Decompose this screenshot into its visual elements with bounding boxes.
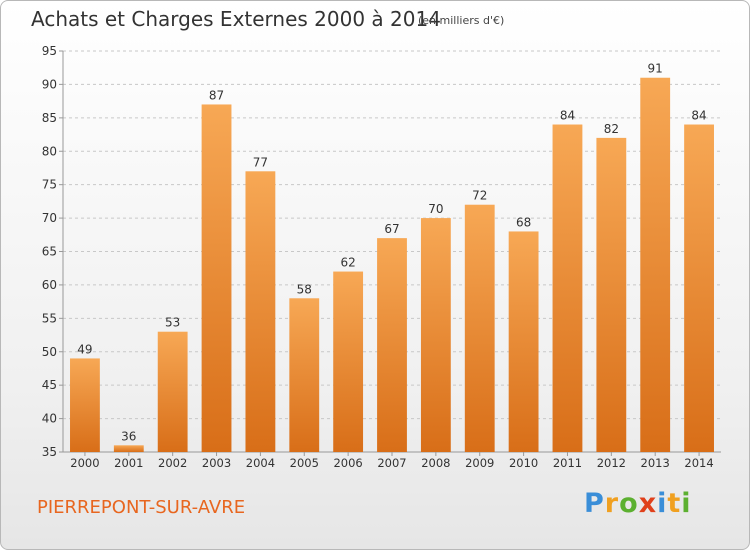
data-label: 84 <box>560 109 575 123</box>
bars <box>70 77 714 453</box>
chart-title: Achats et Charges Externes 2000 à 2014 <box>31 7 441 31</box>
bar-2011 <box>552 124 583 453</box>
data-label: 49 <box>77 342 92 356</box>
data-label: 68 <box>516 215 531 229</box>
data-label: 67 <box>384 222 399 236</box>
y-tick-label: 45 <box>42 378 57 392</box>
bar-2000 <box>70 358 100 452</box>
bar-2008 <box>420 218 451 452</box>
y-tick-label: 65 <box>42 245 57 259</box>
y-tick-label: 60 <box>42 278 57 292</box>
logo-letter: x <box>638 488 658 519</box>
y-tick-label: 50 <box>42 345 57 359</box>
data-label: 53 <box>165 316 180 330</box>
x-tick-label: 2010 <box>509 456 538 470</box>
data-label: 82 <box>604 122 619 136</box>
chart-subtitle: (en milliers d'€) <box>418 14 505 27</box>
x-tick-label: 2001 <box>114 456 143 470</box>
logo-letter: r <box>604 488 620 519</box>
proxiti-logo: Proxiti <box>584 488 692 519</box>
y-tick-label: 85 <box>42 111 57 125</box>
y-tick-label: 70 <box>42 211 57 225</box>
x-tick-label: 2004 <box>246 456 275 470</box>
y-tick-label: 55 <box>42 311 57 325</box>
logo-letter: i <box>657 488 668 519</box>
bar-2003 <box>201 104 232 452</box>
commune-name: PIERREPONT-SUR-AVRE <box>37 497 246 518</box>
bar-2002 <box>157 331 188 452</box>
bar-2014 <box>684 124 714 453</box>
bar-2012 <box>596 137 627 452</box>
y-tick-label: 35 <box>42 445 57 459</box>
x-tick-label: 2009 <box>465 456 494 470</box>
bar-2010 <box>508 231 539 452</box>
data-labels: 49 36 53 87 77 58 62 67 70 72 68 84 82 91 84 <box>77 62 706 444</box>
y-tick-label: 80 <box>42 144 57 158</box>
x-tick-label: 2008 <box>421 456 450 470</box>
bar-2004 <box>245 171 276 453</box>
bar-2009 <box>464 204 495 452</box>
x-tick-label: 2013 <box>641 456 670 470</box>
x-tick-label: 2014 <box>684 456 713 470</box>
x-tick-label: 2002 <box>158 456 187 470</box>
y-tick-label: 90 <box>42 77 57 91</box>
logo-letter: i <box>681 488 692 519</box>
x-tick-label: 2006 <box>333 456 362 470</box>
x-tick-label: 2000 <box>70 456 99 470</box>
x-tick-label: 2011 <box>553 456 582 470</box>
x-tick-label: 2007 <box>377 456 406 470</box>
data-label: 70 <box>428 202 443 216</box>
data-label: 87 <box>209 88 224 102</box>
data-label: 72 <box>472 189 487 203</box>
data-label: 84 <box>691 109 706 123</box>
y-tick-label: 75 <box>42 178 57 192</box>
x-axis-tick-labels: 2000 2001 2002 2003 2004 2005 2006 2007 2008 2009… <box>70 456 713 470</box>
y-tick-label: 95 <box>42 44 57 58</box>
logo-letter: P <box>584 488 605 519</box>
bar-2005 <box>289 298 320 452</box>
bar-2007 <box>377 238 407 452</box>
bar-2001 <box>113 445 144 452</box>
data-label: 36 <box>121 429 136 443</box>
logo-letter: t <box>667 488 682 519</box>
data-label: 58 <box>297 282 312 296</box>
data-label: 62 <box>340 256 355 270</box>
bar-2013 <box>640 77 671 452</box>
data-label: 91 <box>648 62 663 76</box>
logo-letter: o <box>619 488 639 519</box>
bar-2006 <box>333 271 364 452</box>
data-label: 77 <box>253 155 268 169</box>
y-axis-tick-labels: 35 40 45 50 55 60 65 70 75 80 85 90 95 <box>42 44 57 459</box>
y-tick-label: 40 <box>42 412 57 426</box>
x-tick-label: 2012 <box>597 456 626 470</box>
x-tick-label: 2005 <box>290 456 319 470</box>
x-tick-label: 2003 <box>202 456 231 470</box>
